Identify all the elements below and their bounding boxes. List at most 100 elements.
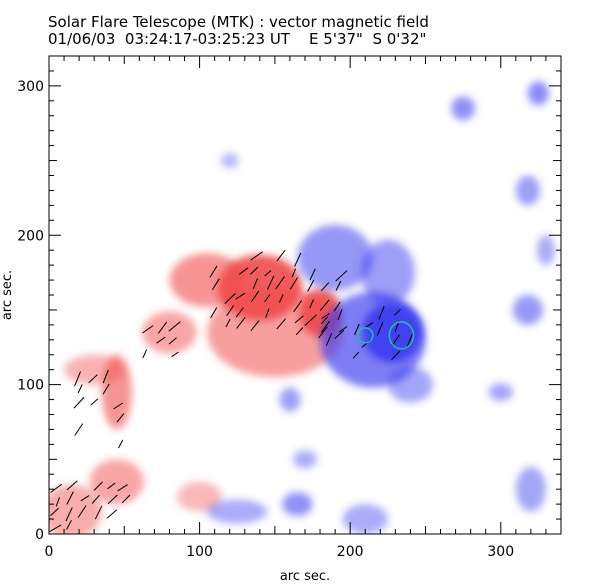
- field-vector: [325, 333, 333, 346]
- negative-polarity-region: [527, 81, 549, 106]
- field-vector: [211, 278, 220, 291]
- field-vector: [295, 327, 304, 336]
- field-vector: [335, 270, 348, 282]
- field-vector: [156, 336, 166, 344]
- negative-polarity-region: [512, 295, 543, 325]
- field-vector: [168, 321, 181, 332]
- positive-polarity-region: [142, 311, 197, 354]
- field-vector: [66, 520, 72, 530]
- field-vector: [250, 251, 263, 261]
- field-vector: [309, 268, 316, 281]
- field-vector: [50, 483, 63, 493]
- field-vector: [354, 323, 360, 336]
- field-vector: [55, 497, 60, 507]
- field-contour: [388, 321, 415, 350]
- field-vector: [333, 301, 341, 312]
- field-vector: [318, 326, 328, 339]
- negative-polarity-region: [292, 450, 318, 469]
- x-axis-label: arc sec.: [280, 569, 330, 584]
- field-vector: [91, 494, 100, 504]
- negative-polarity-region: [282, 492, 313, 517]
- field-vector: [309, 299, 314, 309]
- y-tick-label: 100: [17, 378, 44, 394]
- field-vector: [74, 423, 84, 436]
- negative-polarity-region: [297, 224, 373, 291]
- field-vector: [116, 413, 125, 423]
- field-vector: [294, 315, 304, 324]
- field-vector: [66, 480, 78, 491]
- chart-title: Solar Flare Telescope (MTK) : vector mag…: [48, 13, 429, 31]
- field-vector: [74, 371, 81, 387]
- field-vector: [121, 494, 131, 504]
- field-vector: [102, 369, 109, 384]
- field-vector: [319, 299, 330, 311]
- negative-polarity-region: [279, 387, 301, 412]
- field-vector: [168, 337, 177, 345]
- field-vector: [391, 350, 401, 361]
- axis-tick-labels: 0 100 200 300 0 100 200 300: [17, 79, 514, 560]
- field-vector: [142, 349, 148, 359]
- field-vector: [80, 495, 90, 502]
- field-vector: [293, 300, 303, 313]
- field-vector: [304, 314, 317, 326]
- field-vector: [321, 316, 328, 325]
- field-vector: [210, 307, 218, 319]
- field-vector: [337, 309, 343, 321]
- field-vector: [250, 290, 260, 302]
- transverse-field-vectors: [49, 249, 413, 533]
- x-tick-label: 0: [45, 544, 54, 560]
- field-vector: [94, 505, 103, 520]
- y-tick-label: 300: [17, 79, 44, 95]
- field-vector: [77, 505, 87, 518]
- x-tick-label: 200: [337, 544, 364, 560]
- y-tick-label: 0: [35, 527, 44, 543]
- field-contour: [356, 327, 374, 344]
- field-vector: [320, 320, 330, 333]
- field-vector: [157, 321, 168, 334]
- chart-subtitle: 01/06/03 03:24:17-03:25:23 UT E 5'37" S …: [48, 30, 427, 48]
- positive-polarity-region: [49, 484, 102, 534]
- field-vector: [113, 402, 123, 410]
- field-vector: [276, 249, 286, 262]
- field-vector: [236, 317, 246, 329]
- positive-polarity-region: [207, 287, 343, 378]
- field-vector: [88, 374, 98, 384]
- x-tick-label: 300: [487, 544, 514, 560]
- negative-polarity-region: [515, 175, 540, 206]
- field-vector: [291, 268, 297, 278]
- field-vector: [338, 326, 348, 333]
- field-vector: [289, 277, 299, 290]
- negative-polarity-region: [536, 235, 555, 266]
- y-tick-label: 200: [17, 228, 44, 244]
- field-vector: [276, 318, 286, 330]
- negative-polarity-region: [387, 366, 434, 403]
- positive-polarity-region: [169, 253, 245, 307]
- field-vector: [93, 481, 103, 491]
- field-vector: [142, 325, 154, 334]
- field-vector: [50, 507, 59, 517]
- field-vector: [264, 294, 271, 303]
- field-vector: [278, 294, 284, 303]
- field-vector: [250, 266, 259, 275]
- axis-ticks: [48, 55, 562, 535]
- field-contours: [356, 321, 415, 350]
- field-vector: [376, 322, 384, 336]
- negative-polarity-region: [320, 292, 426, 388]
- x-tick-label: 100: [186, 544, 213, 560]
- field-vector: [118, 439, 124, 449]
- field-vector: [90, 398, 99, 406]
- positive-polarity-region: [64, 354, 125, 385]
- negative-polarity-region: [342, 504, 388, 534]
- field-vector: [265, 308, 270, 319]
- field-vector: [77, 384, 83, 394]
- negative-polarity-region: [207, 499, 268, 524]
- field-vector: [352, 351, 360, 359]
- field-vector: [102, 383, 110, 395]
- negative-polarity-region: [220, 153, 239, 169]
- positive-polarity-region: [89, 459, 144, 505]
- field-vector: [226, 305, 235, 317]
- field-vector: [224, 293, 236, 304]
- field-vector: [334, 329, 345, 339]
- field-vector: [406, 333, 413, 348]
